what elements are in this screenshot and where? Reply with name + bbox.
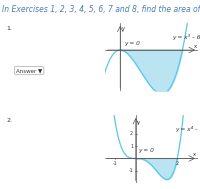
Text: y = x⁴ – 2x³: y = x⁴ – 2x³ xyxy=(175,126,200,132)
Text: y = 0: y = 0 xyxy=(138,148,154,153)
Text: y = x³ – 6x²: y = x³ – 6x² xyxy=(172,34,200,40)
Text: 2.: 2. xyxy=(7,118,13,123)
Text: -1: -1 xyxy=(128,168,133,173)
Text: 2: 2 xyxy=(176,161,179,166)
Text: 1.: 1. xyxy=(7,26,13,31)
Text: y: y xyxy=(136,120,140,125)
Text: y: y xyxy=(122,26,125,31)
Text: -1: -1 xyxy=(113,161,117,166)
Text: x: x xyxy=(194,44,197,49)
Text: x: x xyxy=(193,153,196,157)
Text: Answer ▼: Answer ▼ xyxy=(16,68,42,73)
Text: y = 0: y = 0 xyxy=(124,41,140,46)
Text: 2: 2 xyxy=(130,131,133,136)
Text: In Exercises 1, 2, 3, 4, 5, 6, 7 and 8, find the area of the shaded region.: In Exercises 1, 2, 3, 4, 5, 6, 7 and 8, … xyxy=(2,5,200,14)
Text: 1: 1 xyxy=(130,143,133,149)
